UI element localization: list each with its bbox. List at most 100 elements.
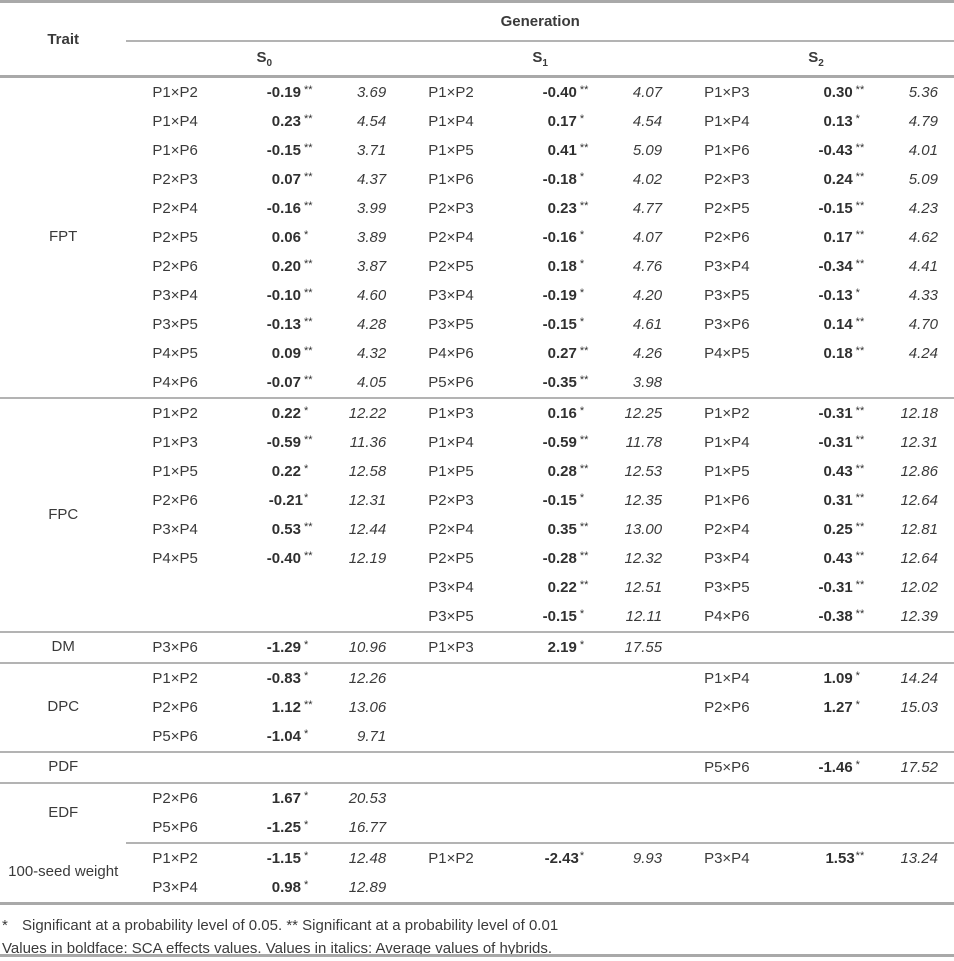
average-value-cell: 5.09 <box>632 142 663 159</box>
cross-cell: P1×P5 <box>152 463 198 480</box>
sca-value-cell: 2.19 * <box>498 631 597 663</box>
significance-asterisk: ** <box>855 492 865 504</box>
cross-cell: P1×P4 <box>428 113 474 130</box>
average-value-cell <box>873 368 954 398</box>
cross-cell: P3×P6 <box>704 316 750 333</box>
average-value-cell <box>872 782 954 813</box>
cross-cell: P2×P6 <box>704 699 750 716</box>
table-row: P3×P5 -0.15 * 12.11 P4×P6 -0.38 ** 12.39 <box>0 602 954 632</box>
average-value-cell: 4.26 <box>632 345 663 362</box>
cross-cell: P3×P5 <box>152 316 198 333</box>
average-value-cell: 13.06 <box>348 699 387 716</box>
cross-cell: P1×P5 <box>704 463 750 480</box>
cross-cell: P5×P6 <box>152 819 198 836</box>
significance-asterisk: ** <box>855 258 865 270</box>
cross-cell: P4×P5 <box>152 345 198 362</box>
cross-cell: P2×P5 <box>704 200 750 217</box>
cross-cell: P2×P5 <box>428 258 474 275</box>
cross-cell: P1×P4 <box>152 113 198 130</box>
significance-asterisk: ** <box>303 345 313 357</box>
significance-asterisk: * <box>303 229 309 241</box>
significance-asterisk: ** <box>855 171 865 183</box>
sca-value-cell: 0.07 ** <box>223 165 321 194</box>
significance-asterisk: ** <box>303 521 313 533</box>
significance-asterisk: ** <box>579 579 589 591</box>
footnote-significance-text: Significant at a probability level of 0.… <box>22 917 559 934</box>
significance-asterisk: * <box>579 850 585 862</box>
trait-cell: FPT <box>49 228 78 246</box>
average-value-cell <box>321 602 402 632</box>
sca-value-cell: -2.43* <box>498 842 597 873</box>
cross-cell: P2×P6 <box>152 258 198 275</box>
cross-cell <box>402 693 498 722</box>
significance-asterisk: * <box>855 699 860 711</box>
average-value-cell: 4.32 <box>357 345 387 362</box>
sca-value-cell <box>774 813 872 843</box>
sca-value-cell <box>499 873 597 904</box>
generation-subheader-row: S0 S1 S2 <box>0 41 954 78</box>
cross-cell: P3×P4 <box>152 521 198 538</box>
sca-value-cell: -1.15 * <box>222 842 321 873</box>
table-row: EDF P2×P6 1.67 * 20.53 <box>0 782 954 843</box>
average-value-cell: 3.71 <box>357 142 387 159</box>
significance-asterisk: ** <box>579 142 589 154</box>
significance-asterisk: * <box>579 405 585 417</box>
average-value-cell: 4.07 <box>632 84 663 101</box>
cross-cell: P1×P2 <box>126 842 223 873</box>
sca-value-cell: 0.22 * <box>222 397 321 428</box>
table-row: FPT P1×P2 -0.19 ** 3.69 P1×P2 -0.40 ** 4.07 P1×P3… <box>0 77 954 245</box>
average-value-cell: 9.93 <box>596 842 679 873</box>
trait-cell: DM <box>0 631 127 663</box>
cross-cell <box>402 662 499 693</box>
average-value-cell: 11.36 <box>349 434 387 451</box>
sca-value-cell <box>774 873 872 904</box>
table-row: P2×P4 -0.16 ** 3.99 P2×P3 0.23 ** 4.77 P2×P5 -0.1… <box>0 194 954 223</box>
average-value-cell: 10.96 <box>320 631 403 663</box>
sca-value-cell: -0.16 * <box>499 223 597 252</box>
cross-cell: P1×P2 <box>152 84 198 101</box>
average-value-cell: 12.64 <box>900 550 938 567</box>
footnotes: * Significant at a probability level of 0… <box>0 905 954 960</box>
average-value-cell: 4.70 <box>908 316 938 333</box>
average-value-cell: 13.24 <box>872 842 954 873</box>
cross-cell <box>678 873 774 904</box>
significance-asterisk: ** <box>303 434 313 446</box>
average-value-cell: 4.54 <box>357 113 387 130</box>
average-value-cell: 12.81 <box>900 521 938 538</box>
significance-asterisk: ** <box>303 113 313 125</box>
sca-value-cell: -0.31 ** <box>774 573 872 602</box>
table-row: P4×P5 -0.40 ** 12.19 P2×P5 -0.28 ** 12.32 P3×P4 0… <box>0 544 954 573</box>
sca-value-cell: -0.19 * <box>499 281 597 310</box>
sca-value-cell: -0.59 ** <box>499 428 597 457</box>
sca-value-cell: 0.41 ** <box>499 136 597 165</box>
significance-asterisk: ** <box>303 200 313 212</box>
table-row: P1×P4 0.23 ** 4.54 P1×P4 0.17 * 4.54 P1×P4 0.13 * 4… <box>0 107 954 136</box>
average-value-cell <box>321 573 402 602</box>
cross-cell: P1×P6 <box>428 171 474 188</box>
significance-asterisk: * <box>303 405 309 417</box>
average-value-cell: 17.55 <box>596 631 679 663</box>
cross-cell: P2×P4 <box>428 521 474 538</box>
significance-asterisk: * <box>579 639 585 651</box>
average-value-cell: 12.58 <box>348 463 387 480</box>
significance-asterisk: ** <box>855 142 865 154</box>
sca-value-cell: -0.31 ** <box>774 397 873 428</box>
average-value-cell: 4.02 <box>632 171 663 188</box>
significance-asterisk: ** <box>579 463 589 475</box>
average-value-cell: 17.52 <box>872 751 954 783</box>
average-value-cell: 12.64 <box>900 492 938 509</box>
trait-column-header: Trait <box>0 1 127 78</box>
cross-cell: P1×P4 <box>428 434 474 451</box>
cross-cell: P2×P4 <box>704 521 750 538</box>
cross-cell: P2×P4 <box>152 200 198 217</box>
average-value-cell <box>597 873 678 904</box>
significance-asterisk: ** <box>855 608 865 620</box>
significance-asterisk: ** <box>303 316 313 328</box>
significance-asterisk: * <box>303 850 309 862</box>
average-value-cell: 12.26 <box>320 662 403 693</box>
sca-value-cell <box>774 782 873 813</box>
average-value-cell: 12.22 <box>320 397 403 428</box>
significance-asterisk: ** <box>579 374 589 386</box>
sca-value-cell: 0.20 ** <box>223 252 321 281</box>
